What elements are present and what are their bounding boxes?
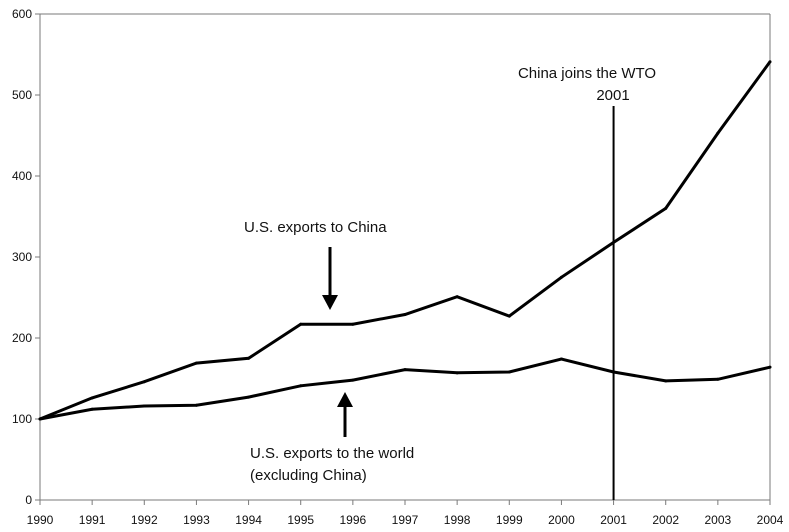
- data-point: [403, 368, 407, 372]
- data-point: [351, 322, 355, 326]
- data-point: [455, 371, 459, 375]
- x-tick-label: 1993: [183, 513, 210, 527]
- data-point: [768, 60, 772, 64]
- y-tick-label: 500: [12, 88, 32, 102]
- x-tick-label: 1999: [496, 513, 523, 527]
- data-point: [142, 380, 146, 384]
- data-point: [194, 403, 198, 407]
- data-point: [403, 313, 407, 317]
- x-tick-label: 1998: [444, 513, 471, 527]
- y-tick-label: 0: [25, 493, 32, 507]
- x-tick-label: 1992: [131, 513, 158, 527]
- world-series-label-line2: (excluding China): [250, 467, 367, 484]
- data-point: [299, 322, 303, 326]
- data-point: [768, 365, 772, 369]
- series-layer: [38, 60, 772, 421]
- data-point: [664, 206, 668, 210]
- x-tick-label: 2004: [757, 513, 784, 527]
- y-axis: 0 100 200 300 400 500 600: [12, 7, 771, 507]
- wto-label-line1: China joins the WTO: [518, 65, 656, 82]
- data-point: [299, 384, 303, 388]
- data-point: [351, 378, 355, 382]
- data-point: [664, 379, 668, 383]
- world-series-label-line1: U.S. exports to the world: [250, 445, 414, 462]
- x-tick-label: 2002: [652, 513, 679, 527]
- china-arrow-head: [322, 295, 338, 310]
- y-tick-label: 100: [12, 412, 32, 426]
- data-point: [716, 377, 720, 381]
- x-tick-label: 2003: [705, 513, 732, 527]
- data-point: [142, 404, 146, 408]
- data-point: [559, 275, 563, 279]
- y-tick-label: 200: [12, 331, 32, 345]
- annotations: U.S. exports to China U.S. exports to th…: [244, 219, 414, 484]
- x-tick-label: 1994: [235, 513, 262, 527]
- data-point: [716, 131, 720, 135]
- x-tick-label: 1997: [392, 513, 419, 527]
- data-point: [507, 314, 511, 318]
- data-point: [194, 361, 198, 365]
- x-axis: 1990 1991 1992 1993 1994 1995 1996 1997 1998 1999…: [27, 13, 784, 527]
- data-point: [247, 356, 251, 360]
- series-line-world: [39, 357, 771, 421]
- wto-marker: China joins the WTO 2001: [518, 65, 656, 500]
- x-tick-label: 2000: [548, 513, 575, 527]
- y-tick-label: 400: [12, 169, 32, 183]
- x-tick-label: 1995: [287, 513, 314, 527]
- data-point: [559, 357, 563, 361]
- x-tick-label: 1996: [340, 513, 367, 527]
- y-tick-label: 600: [12, 7, 32, 21]
- world-arrow-head: [337, 392, 353, 407]
- series-line-china: [39, 60, 772, 421]
- y-tick-label: 300: [12, 250, 32, 264]
- wto-label-line2: 2001: [596, 87, 629, 104]
- x-tick-label: 1991: [79, 513, 106, 527]
- x-tick-label: 1990: [27, 513, 54, 527]
- x-tick-label: 2001: [600, 513, 627, 527]
- data-point: [90, 407, 94, 411]
- data-point: [90, 396, 94, 400]
- data-point: [247, 395, 251, 399]
- china-series-label: U.S. exports to China: [244, 219, 387, 236]
- data-point: [455, 295, 459, 299]
- data-point: [38, 417, 42, 421]
- data-point: [507, 370, 511, 374]
